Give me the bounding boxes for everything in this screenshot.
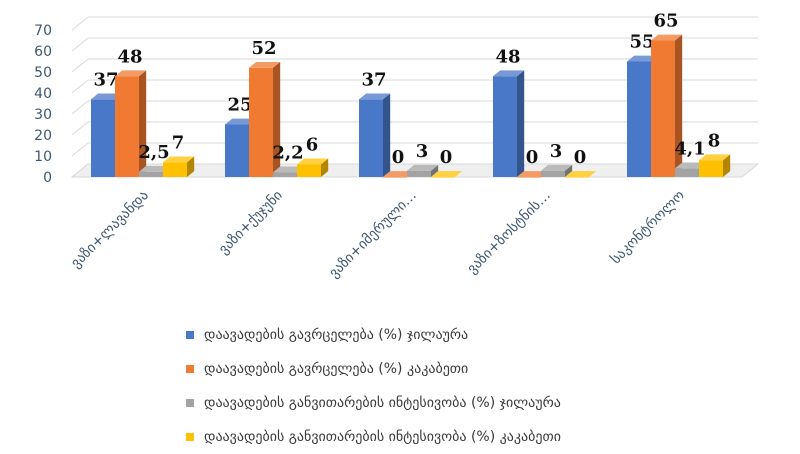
y-tick-label: 10	[34, 149, 52, 165]
gridline-side	[71, 37, 89, 52]
legend-item-4: დაავადების განვითარების ინტესივობა (%) კ…	[186, 420, 561, 454]
legend: დაავადების გავრცელება (%) ჯილაურა დაავად…	[186, 318, 561, 454]
bar	[493, 70, 525, 177]
y-tick-label: 60	[34, 44, 52, 60]
y-tick-label: 30	[34, 107, 52, 123]
gridline-side	[71, 100, 89, 115]
bar	[249, 61, 281, 178]
data-label: 2,5	[138, 142, 169, 163]
x-tick-label: ვაზი+ზოსტნის…	[464, 188, 554, 278]
legend-label-2: დაავადების გავრცელება (%) კაკაბეთი	[204, 361, 469, 377]
x-tick-label: ვაზი+ქუჯუნი	[216, 188, 286, 258]
bar	[163, 156, 195, 177]
bar	[407, 164, 439, 177]
gridline-side	[71, 58, 89, 73]
legend-swatch-3	[186, 399, 194, 407]
bar	[431, 171, 463, 178]
data-label: 37	[93, 69, 118, 90]
data-label: 0	[392, 147, 405, 168]
bar	[359, 93, 391, 177]
gridline-side	[71, 16, 89, 31]
legend-swatch-1	[186, 331, 194, 339]
data-label: 6	[306, 135, 319, 156]
data-label: 3	[550, 141, 563, 162]
data-label: 37	[361, 69, 386, 90]
data-label: 52	[251, 38, 276, 59]
bar	[565, 171, 597, 178]
x-tick-label: ვაზი+იმერული…	[325, 187, 419, 281]
y-tick-label: 0	[43, 170, 52, 186]
legend-label-4: დაავადების განვითარების ინტესივობა (%) კ…	[204, 429, 561, 445]
x-tick-label: ვაზი+ლავანდა	[68, 188, 152, 272]
data-label: 48	[117, 46, 142, 67]
legend-item-2: დაავადების გავრცელება (%) კაკაბეთი	[186, 352, 561, 386]
x-tick-label: საკონტროლო	[607, 187, 688, 268]
data-label: 8	[708, 130, 721, 151]
legend-swatch-4	[186, 433, 194, 441]
bar	[699, 154, 731, 177]
legend-label-3: დაავადების განვითარების ინტესივობა (%) ჯ…	[204, 395, 561, 411]
bar	[383, 171, 415, 178]
bar	[651, 34, 683, 178]
data-label: 0	[574, 147, 587, 168]
data-label: 0	[526, 147, 539, 168]
data-label: 0	[440, 147, 453, 168]
y-tick-label: 20	[34, 128, 52, 144]
legend-label-1: დაავადების გავრცელება (%) ჯილაურა	[204, 327, 469, 343]
gridline-side	[71, 121, 89, 136]
legend-swatch-2	[186, 365, 194, 373]
gridline-side	[71, 142, 89, 157]
data-label: 65	[653, 11, 678, 32]
legend-item-3: დაავადების განვითარების ინტესივობა (%) ჯ…	[186, 386, 561, 420]
y-tick-label: 70	[34, 23, 52, 39]
data-label: 4,1	[674, 139, 705, 160]
data-label: 25	[227, 95, 252, 116]
y-tick-label: 40	[34, 86, 52, 102]
data-label: 3	[416, 141, 429, 162]
bar	[297, 158, 329, 177]
data-label: 7	[172, 132, 185, 153]
bar	[541, 164, 573, 177]
gridline-side	[71, 79, 89, 94]
data-label: 2,2	[272, 143, 303, 164]
legend-item-1: დაავადების გავრცელება (%) ჯილაურა	[186, 318, 561, 352]
bar	[115, 70, 147, 177]
data-label: 55	[629, 32, 654, 53]
bar	[517, 171, 549, 178]
y-tick-label: 50	[34, 65, 52, 81]
data-label: 48	[495, 46, 520, 67]
